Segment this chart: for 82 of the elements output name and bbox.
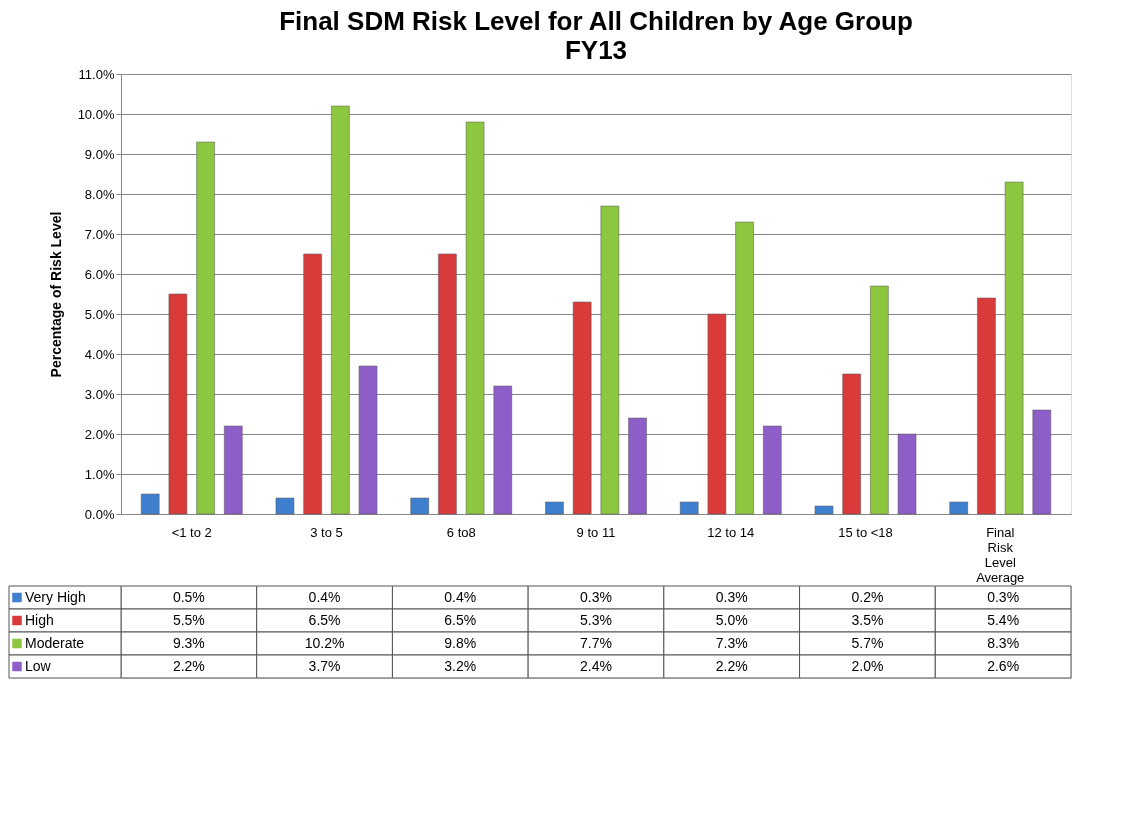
x-tick-label: 3 to 5 <box>310 524 343 540</box>
y-tick-label: 0.0% <box>84 506 115 522</box>
y-tick-label: 11.0% <box>78 66 115 82</box>
x-tick-label: 9 to 11 <box>576 524 616 540</box>
data-label: 0.3% <box>987 588 1020 605</box>
y-tick-label: 3.0% <box>84 386 115 402</box>
bar <box>168 293 188 515</box>
bar <box>707 313 727 515</box>
y-tick-label: 4.0% <box>84 346 115 362</box>
data-label: 6.5% <box>444 611 477 628</box>
bar <box>735 221 754 515</box>
bar <box>814 505 834 515</box>
data-label: 7.7% <box>580 634 612 651</box>
data-label: 5.5% <box>172 611 205 628</box>
bar <box>224 425 243 515</box>
bar <box>1004 181 1024 515</box>
y-tick-label: 1.0% <box>84 466 115 482</box>
data-label: 2.0% <box>851 657 884 674</box>
bar <box>465 121 485 515</box>
data-label: 6.5% <box>308 611 341 628</box>
bar <box>949 501 968 515</box>
bar <box>196 141 215 515</box>
data-label: 2.2% <box>172 657 205 674</box>
bar <box>842 373 861 515</box>
x-tick-label: <1 to 2 <box>171 524 212 540</box>
y-tick-label: 9.0% <box>84 146 115 162</box>
bar <box>572 301 592 515</box>
data-label: 5.7% <box>851 634 884 651</box>
bar <box>331 105 350 515</box>
bar <box>977 297 996 515</box>
legend-label: Moderate <box>25 634 85 651</box>
bar <box>600 205 620 515</box>
data-label: 0.3% <box>580 588 612 605</box>
data-label: 0.4% <box>308 588 341 605</box>
bar <box>763 425 782 515</box>
x-tick-label: 6 to8 <box>446 524 476 540</box>
data-label: 3.2% <box>444 657 477 674</box>
data-label: 5.4% <box>987 611 1020 628</box>
bar <box>438 253 457 515</box>
bar <box>493 385 513 515</box>
data-label: 5.3% <box>580 611 612 628</box>
y-tick-label: 5.0% <box>84 306 115 322</box>
chart-title: Final SDM Risk Level for All Children by Age Group <box>279 6 913 36</box>
data-label: 0.3% <box>715 588 748 605</box>
data-label: 8.3% <box>987 634 1020 651</box>
data-label: 0.5% <box>172 588 205 605</box>
legend-label: Very High <box>25 588 86 605</box>
data-label: 7.3% <box>715 634 748 651</box>
bar <box>410 497 429 515</box>
data-label: 3.7% <box>308 657 341 674</box>
y-axis-title: Percentage of Risk Level <box>47 211 64 378</box>
bar <box>545 501 564 515</box>
y-tick-label: 10.0% <box>77 106 115 122</box>
x-tick-label: Final Risk Level Average <box>976 524 1025 585</box>
data-label: 2.4% <box>580 657 612 674</box>
x-tick-label: 15 to <18 <box>838 524 893 540</box>
data-label: 3.5% <box>851 611 884 628</box>
bar <box>358 365 378 515</box>
data-label: 5.0% <box>715 611 748 628</box>
bar <box>870 285 889 515</box>
y-tick-label: 2.0% <box>84 426 115 442</box>
data-label: 9.3% <box>172 634 205 651</box>
y-tick-label: 6.0% <box>84 266 115 282</box>
bar <box>628 417 647 515</box>
bar <box>275 497 295 515</box>
data-label: 2.6% <box>987 657 1020 674</box>
x-tick-label: 12 to 14 <box>707 524 755 540</box>
data-label: 0.2% <box>851 588 884 605</box>
data-label: 9.8% <box>444 634 477 651</box>
legend-label: Low <box>25 657 52 674</box>
bar <box>303 253 322 515</box>
data-label: 0.4% <box>444 588 477 605</box>
bar <box>1032 409 1052 515</box>
chart-subtitle: FY13 <box>564 35 628 65</box>
y-tick-label: 8.0% <box>84 186 115 202</box>
bar <box>679 501 699 515</box>
data-label: 10.2% <box>304 634 345 651</box>
legend-label: High <box>25 611 54 628</box>
bar <box>140 493 160 515</box>
bar <box>897 433 917 515</box>
y-tick-label: 7.0% <box>84 226 115 242</box>
data-label: 2.2% <box>715 657 748 674</box>
